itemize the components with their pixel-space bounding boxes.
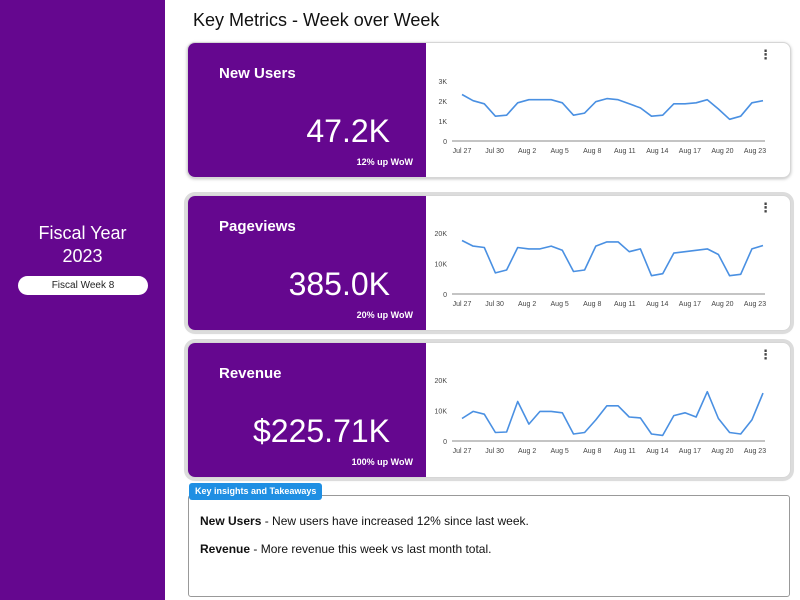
- x-tick-label: Aug 11: [614, 448, 636, 455]
- x-tick-label: Aug 14: [646, 148, 668, 155]
- metric-card-new-users: New Users 47.2K 12% up WoW ⋮ 3K 2K 1K 0 Jul …: [187, 42, 791, 178]
- insights-tab[interactable]: Key insights and Takeaways: [189, 483, 323, 500]
- insight-item: New Users - New users have increased 12%…: [200, 514, 529, 528]
- x-tick-label: Jul 27: [453, 448, 472, 455]
- x-tick-label: Aug 5: [551, 448, 569, 455]
- x-tick-label: Aug 23: [744, 448, 766, 455]
- x-tick-label: Aug 5: [551, 301, 569, 308]
- x-tick-label: Aug 20: [711, 148, 733, 155]
- more-vert-icon[interactable]: ⋮: [759, 47, 772, 62]
- fiscal-year-title: Fiscal Year 2023: [0, 222, 165, 268]
- fiscal-week-selector[interactable]: Fiscal Week 8: [18, 276, 148, 295]
- x-tick-label: Jul 27: [453, 148, 472, 155]
- x-tick-label: Aug 17: [679, 148, 701, 155]
- metric-card-revenue: Revenue $225.71K 100% up WoW ⋮ 20K 10K 0 Ju…: [187, 342, 791, 478]
- x-tick-label: Aug 8: [583, 301, 601, 308]
- kpi-change: 12% up WoW: [356, 157, 413, 167]
- kpi-value: $225.71K: [252, 413, 390, 449]
- insights-panel: New Users - New users have increased 12%…: [188, 495, 790, 597]
- y-tick-label: 2K: [438, 99, 447, 106]
- y-tick-label: 3K: [438, 79, 447, 86]
- y-tick-label: 0: [443, 139, 447, 146]
- insight-key: Revenue: [200, 542, 251, 556]
- x-tick-label: Jul 30: [485, 148, 504, 155]
- x-tick-label: Jul 30: [485, 448, 504, 455]
- sparkline-chart: 20K 10K 0 Jul 27 Jul 30 Aug 2 Aug 5 Aug 8 Aug 11…: [435, 378, 767, 455]
- y-tick-label: 0: [443, 292, 447, 299]
- kpi-panel: Pageviews 385.0K 20% up WoW: [188, 196, 426, 330]
- page-title: Key Metrics - Week over Week: [193, 10, 440, 30]
- metric-card-pageviews: Pageviews 385.0K 20% up WoW ⋮ 20K 10K 0 Jul…: [187, 195, 791, 331]
- insight-text: - New users have increased 12% since las…: [261, 514, 529, 528]
- kpi-panel: New Users 47.2K 12% up WoW: [188, 43, 426, 177]
- y-tick-label: 20K: [435, 378, 448, 385]
- kpi-change: 20% up WoW: [356, 310, 413, 320]
- x-tick-label: Jul 27: [453, 301, 472, 308]
- x-tick-label: Aug 20: [711, 448, 733, 455]
- x-tick-label: Aug 14: [646, 448, 668, 455]
- fiscal-year-label: Fiscal Year: [38, 223, 127, 243]
- x-tick-label: Aug 20: [711, 301, 733, 308]
- insight-key: New Users: [200, 514, 262, 528]
- x-tick-label: Jul 30: [485, 301, 504, 308]
- y-tick-label: 10K: [435, 262, 448, 269]
- y-tick-label: 1K: [438, 119, 447, 126]
- x-tick-label: Aug 17: [679, 301, 701, 308]
- x-tick-label: Aug 2: [518, 301, 536, 308]
- kpi-label: New Users: [219, 65, 296, 82]
- x-tick-label: Aug 8: [583, 448, 601, 455]
- x-tick-label: Aug 11: [614, 301, 636, 308]
- x-tick-label: Aug 17: [679, 448, 701, 455]
- x-tick-label: Aug 5: [551, 148, 569, 155]
- y-tick-label: 0: [443, 439, 447, 446]
- y-tick-label: 20K: [435, 231, 448, 238]
- sparkline-chart: 20K 10K 0 Jul 27 Jul 30 Aug 2 Aug 5 Aug 8 Aug 11…: [435, 231, 767, 308]
- kpi-value: 47.2K: [306, 113, 390, 149]
- x-tick-label: Aug 2: [518, 148, 536, 155]
- sidebar: Fiscal Year 2023 Fiscal Week 8: [0, 0, 165, 600]
- series-line: [461, 93, 764, 121]
- sparkline-chart: 3K 2K 1K 0 Jul 27 Jul 30 Aug 2 Aug 5 Aug 8 Aug 11…: [438, 79, 766, 155]
- x-tick-label: Aug 23: [744, 148, 766, 155]
- kpi-label: Revenue: [219, 365, 282, 382]
- x-tick-label: Aug 23: [744, 301, 766, 308]
- x-tick-label: Aug 11: [614, 148, 636, 155]
- kpi-label: Pageviews: [219, 218, 296, 235]
- series-line: [461, 390, 764, 437]
- kpi-value: 385.0K: [288, 266, 390, 302]
- fiscal-year-value: 2023: [62, 246, 103, 266]
- kpi-panel: Revenue $225.71K 100% up WoW: [188, 343, 426, 477]
- x-tick-label: Aug 14: [646, 301, 668, 308]
- insight-item: Revenue - More revenue this week vs last…: [200, 542, 491, 556]
- y-tick-label: 10K: [435, 409, 448, 416]
- x-tick-label: Aug 8: [583, 148, 601, 155]
- more-vert-icon[interactable]: ⋮: [759, 200, 772, 215]
- insight-text: - More revenue this week vs last month t…: [250, 542, 492, 556]
- more-vert-icon[interactable]: ⋮: [759, 347, 772, 362]
- series-line: [461, 239, 764, 277]
- x-tick-label: Aug 2: [518, 448, 536, 455]
- kpi-change: 100% up WoW: [351, 457, 413, 467]
